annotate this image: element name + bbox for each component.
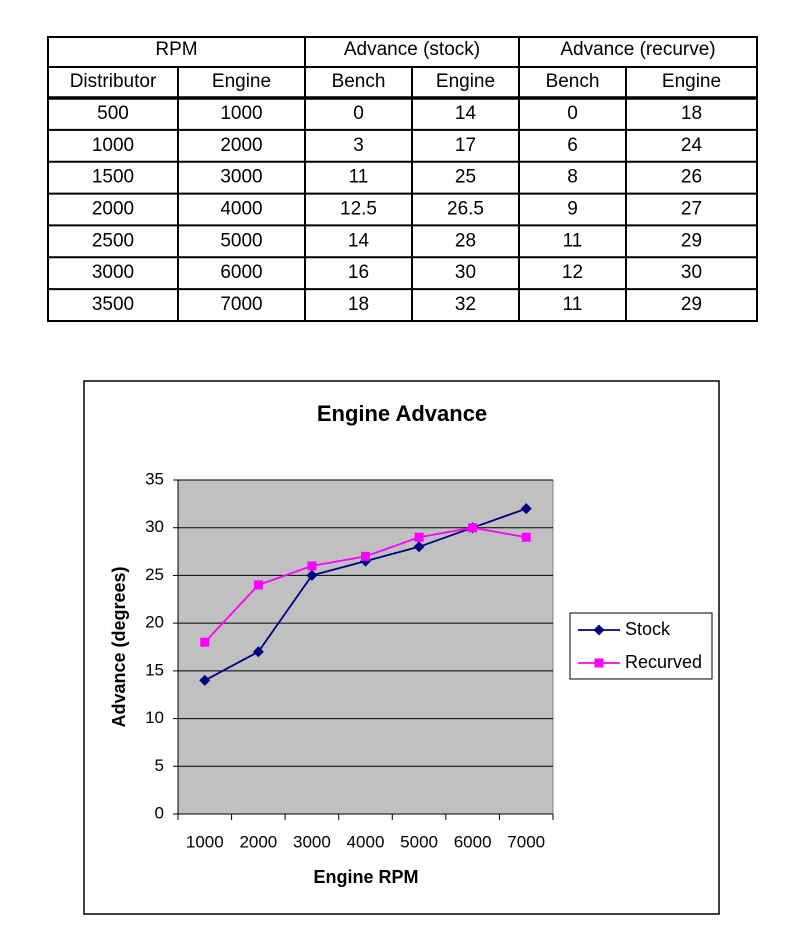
table-cell: 11	[563, 230, 583, 251]
table-cell: 3000	[92, 262, 134, 283]
x-tick-label: 7000	[507, 832, 545, 851]
table-cell: 26.5	[447, 199, 484, 220]
table-cell: 7000	[220, 294, 262, 315]
table-cell: 3	[353, 135, 364, 156]
table-cell: 9	[567, 199, 578, 220]
legend-label: Recurved	[625, 652, 702, 672]
table-cell: 25	[455, 167, 476, 188]
legend-marker	[594, 658, 604, 668]
table-cell: 12	[562, 262, 583, 283]
table-cell: 5000	[220, 230, 262, 251]
x-tick-label: 2000	[239, 832, 277, 851]
table-cell: 29	[681, 294, 702, 315]
table-cell: 12.5	[340, 199, 377, 220]
table-cell: 1500	[92, 167, 134, 188]
y-tick-label: 25	[145, 565, 164, 584]
table-column-header: Engine	[436, 71, 495, 92]
table-cell: 500	[97, 103, 129, 124]
y-tick-label: 5	[155, 756, 164, 775]
y-tick-label: 35	[145, 469, 164, 488]
table-cell: 17	[455, 135, 476, 156]
data-point	[521, 532, 531, 542]
table-cell: 0	[353, 103, 364, 124]
table-column-header: Engine	[662, 71, 721, 92]
table-cell: 11	[349, 167, 369, 188]
data-point	[199, 674, 211, 686]
table-cell: 30	[455, 262, 476, 283]
x-axis-title: Engine RPM	[313, 867, 418, 887]
y-axis-title: Advance (degrees)	[109, 566, 129, 727]
table-cell: 1000	[92, 135, 134, 156]
table-cell: 32	[455, 294, 476, 315]
data-point	[361, 551, 370, 561]
table-cell: 27	[681, 199, 702, 220]
table-cell: 14	[455, 103, 477, 124]
table-column-header: Bench	[332, 71, 386, 92]
data-point	[414, 532, 424, 542]
data-point	[252, 646, 264, 658]
legend-box	[569, 612, 713, 680]
data-point	[306, 569, 318, 581]
table-cell: 18	[348, 294, 369, 315]
table-column-header: Bench	[546, 71, 600, 92]
table-cell: 16	[348, 262, 369, 283]
table-cell: 2500	[92, 230, 134, 251]
x-tick-label: 5000	[400, 832, 438, 851]
y-tick-label: 10	[145, 708, 164, 727]
table-cell: 2000	[92, 199, 134, 220]
table-column-header: Engine	[212, 71, 271, 92]
table-cell: 6	[567, 135, 578, 156]
table-group-header: Advance (recurve)	[560, 39, 715, 60]
data-point	[468, 523, 478, 533]
table-group-header: RPM	[155, 39, 197, 60]
table-cell: 0	[567, 103, 578, 124]
legend-label: Stock	[625, 619, 671, 639]
data-point	[253, 580, 263, 590]
table-cell: 18	[681, 103, 702, 124]
data-point	[413, 541, 425, 553]
y-tick-label: 15	[145, 660, 164, 679]
plot-area	[177, 479, 554, 815]
table-cell: 1000	[220, 103, 262, 124]
table-cell: 30	[681, 262, 702, 283]
x-tick-label: 3000	[293, 832, 331, 851]
table-cell: 6000	[220, 262, 262, 283]
table-cell: 3500	[92, 294, 134, 315]
x-tick-label: 4000	[347, 832, 385, 851]
x-tick-label: 1000	[186, 832, 224, 851]
table-cell: 14	[348, 230, 370, 251]
y-tick-label: 20	[145, 613, 164, 632]
table-cell: 26	[681, 167, 702, 188]
table-cell: 4000	[220, 199, 262, 220]
table-cell: 24	[681, 135, 703, 156]
table-cell: 29	[681, 230, 702, 251]
chart-title: Engine Advance	[317, 401, 487, 426]
table-cell: 11	[563, 294, 583, 315]
table-cell: 3000	[220, 167, 262, 188]
table-cell: 28	[455, 230, 476, 251]
x-tick-label: 6000	[454, 832, 492, 851]
table-column-header: Distributor	[70, 71, 157, 92]
data-point	[200, 637, 210, 647]
table-group-header: Advance (stock)	[344, 39, 480, 60]
y-tick-label: 0	[155, 803, 164, 822]
y-tick-label: 30	[145, 517, 164, 536]
data-point	[307, 561, 317, 571]
data-point	[520, 503, 532, 515]
table-cell: 8	[567, 167, 578, 188]
legend-marker	[593, 624, 605, 636]
table-cell: 2000	[220, 135, 262, 156]
